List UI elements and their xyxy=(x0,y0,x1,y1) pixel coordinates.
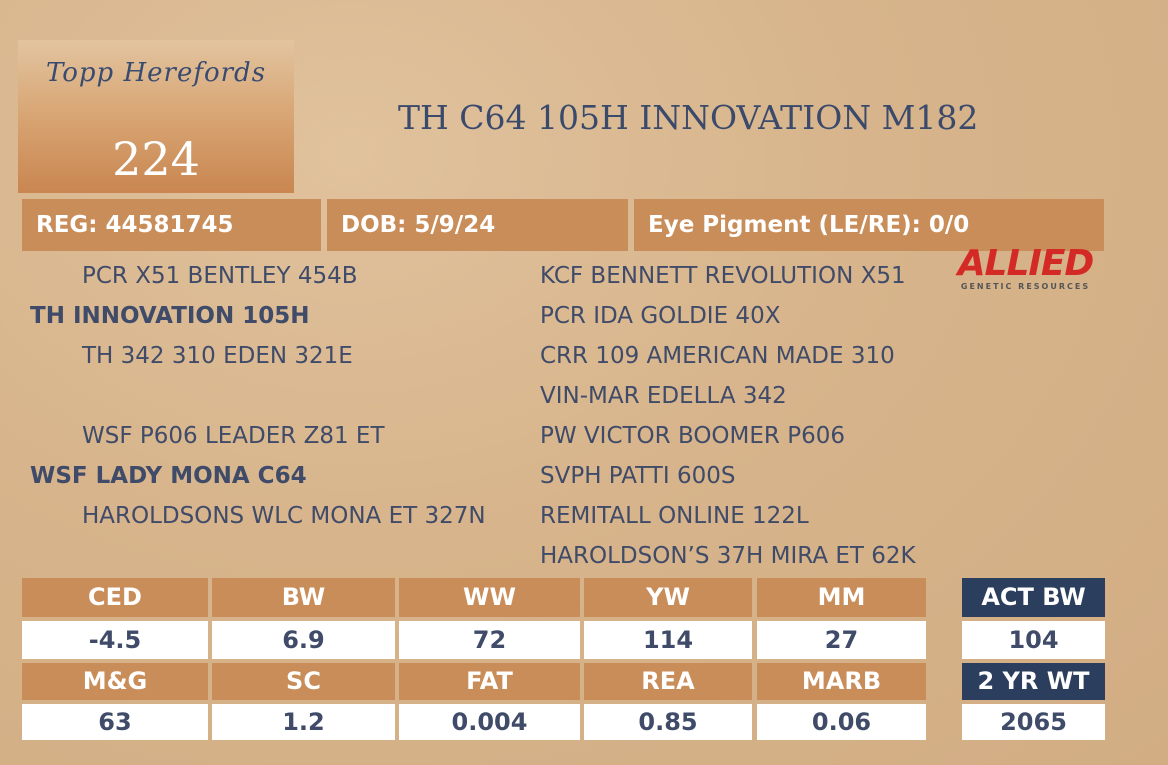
pedigree-name: VIN-MAR EDELLA 342 xyxy=(540,383,787,409)
pedigree-name: SVPH PATTI 600S xyxy=(540,463,736,489)
epd-header: MARB xyxy=(757,663,926,700)
pedigree-name: PCR X51 BENTLEY 454B xyxy=(82,263,358,289)
pedigree-name: HAROLDSONS WLC MONA ET 327N xyxy=(82,503,486,529)
epd-header: YW xyxy=(584,578,752,617)
pedigree-name: PCR IDA GOLDIE 40X xyxy=(540,303,781,329)
sponsor-name: ALLIED xyxy=(957,243,1095,284)
pedigree-sire: TH INNOVATION 105H xyxy=(30,303,310,329)
pedigree-name: REMITALL ONLINE 122L xyxy=(540,503,809,529)
epd-value: 0.06 xyxy=(757,704,926,740)
actual-label: 2 YR WT xyxy=(962,663,1105,700)
epd-header: M&G xyxy=(22,663,208,700)
epd-value: 27 xyxy=(757,621,926,659)
sponsor-logo: ALLIED GENETIC RESOURCES xyxy=(948,243,1103,292)
pedigree-name: TH 342 310 EDEN 321E xyxy=(82,343,353,369)
epd-value: 63 xyxy=(22,704,208,740)
eye-pigment: Eye Pigment (LE/RE): 0/0 xyxy=(634,199,1104,251)
reg: REG: 44581745 xyxy=(22,199,321,251)
pedigree-name: WSF P606 LEADER Z81 ET xyxy=(82,423,385,449)
epd-value: 72 xyxy=(399,621,580,659)
pedigree-name: CRR 109 AMERICAN MADE 310 xyxy=(540,343,895,369)
epd-value: 0.85 xyxy=(584,704,752,740)
epd-header: BW xyxy=(212,578,395,617)
epd-header: REA xyxy=(584,663,752,700)
epd-value: 114 xyxy=(584,621,752,659)
epd-value: 1.2 xyxy=(212,704,395,740)
actual-value: 2065 xyxy=(962,704,1105,740)
pedigree-name: KCF BENNETT REVOLUTION X51 xyxy=(540,263,906,289)
dob: DOB: 5/9/24 xyxy=(327,199,628,251)
title: TH C64 105H INNOVATION M182 xyxy=(398,98,979,137)
lot-number: 224 xyxy=(112,132,200,186)
actual-label: ACT BW xyxy=(962,578,1105,617)
epd-header: SC xyxy=(212,663,395,700)
epd-header: FAT xyxy=(399,663,580,700)
lot-box: Topp Herefords 224 xyxy=(18,40,294,193)
epd-value: 0.004 xyxy=(399,704,580,740)
pedigree-dam: WSF LADY MONA C64 xyxy=(30,463,307,489)
pedigree-name: PW VICTOR BOOMER P606 xyxy=(540,423,845,449)
actual-value: 104 xyxy=(962,621,1105,659)
sponsor-tagline: GENETIC RESOURCES xyxy=(960,282,1091,291)
epd-header: MM xyxy=(757,578,926,617)
epd-value: -4.5 xyxy=(22,621,208,659)
pedigree-name: HAROLDSON’S 37H MIRA ET 62K xyxy=(540,543,916,569)
epd-value: 6.9 xyxy=(212,621,395,659)
logo: Topp Herefords xyxy=(45,58,267,88)
epd-header: WW xyxy=(399,578,580,617)
epd-header: CED xyxy=(22,578,208,617)
